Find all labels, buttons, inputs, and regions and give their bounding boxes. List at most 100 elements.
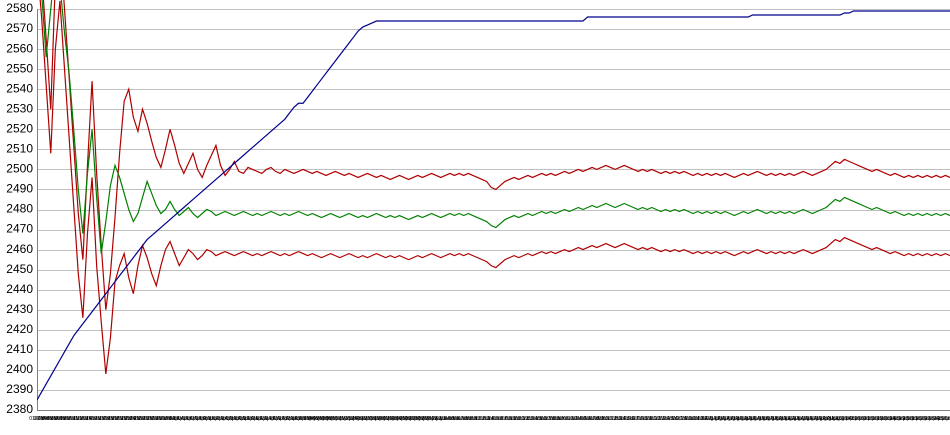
gridlines-group <box>37 9 950 411</box>
y-axis-tick-label: 2480 <box>6 202 33 216</box>
x-axis-tick-label: 09/Jul <box>598 416 611 422</box>
x-axis-tick-label: 14/Sep <box>890 416 906 422</box>
x-axis-tick-label: 08/Apr <box>196 416 211 422</box>
x-axis-tick-label: 23/Mar <box>125 416 141 422</box>
y-axis-tick-label: 2390 <box>6 382 33 396</box>
x-axis-tick-label: 12/Jun <box>479 416 494 422</box>
x-axis-tick-label: 12/Mar <box>77 416 93 422</box>
x-axis-tick-label: 16/Sep <box>898 416 914 422</box>
x-axis-tick-label: 01/Sep <box>833 416 849 422</box>
x-axis-tick-label: 04/Jul <box>576 416 589 422</box>
x-axis-tick-label: 01/Jun <box>431 416 446 422</box>
x-axis-tick-label: 13/Jul <box>616 416 629 422</box>
x-axis-tick-label: 17/Mar <box>99 416 115 422</box>
x-axis-tick-label: 31/Aug <box>828 416 844 422</box>
x-axis-tick-label: 14/May <box>352 416 369 422</box>
x-axis-tick-label: 23/Jul <box>659 416 672 422</box>
x-axis-tick-label: 27/Mar <box>143 416 159 422</box>
x-axis-tick-label: 02/Jun <box>436 416 451 422</box>
y-axis-tick-label: 2540 <box>6 81 33 95</box>
x-axis-tick-label: 28/Aug <box>815 416 831 422</box>
x-axis-tick-label: 12/Jul <box>611 416 624 422</box>
x-axis-tick-label: 31/Mar <box>160 416 176 422</box>
x-axis-tick-label: 17/Jun <box>501 416 516 422</box>
x-axis-tick-label: 02/Jul <box>568 416 581 422</box>
x-axis-tick-label: 17/Apr <box>235 416 250 422</box>
x-axis-tick-label: 18/Jun <box>506 416 521 422</box>
x-axis-tick-label: 14/Jul <box>620 416 633 422</box>
y-axis-tick-label: 2440 <box>6 282 33 296</box>
x-axis-tick-label: 24/Sep <box>933 416 949 422</box>
x-axis-tick-label: 10/Jun <box>471 416 486 422</box>
x-axis-tick-label: 06/Mar <box>51 416 67 422</box>
y-axis-tick-label: 2500 <box>6 162 33 176</box>
x-axis-tick-label: 08/Jul <box>594 416 607 422</box>
x-axis-tick-label: 27/Jul <box>677 416 690 422</box>
x-axis-tick-label: 24/Apr <box>266 416 281 422</box>
x-axis-tick-label: 09/Aug <box>732 416 748 422</box>
x-axis-tick-label: 20/Jun <box>514 416 529 422</box>
y-axis-tick-label: 2530 <box>6 101 33 115</box>
x-axis-tick-label: 24/Jul <box>664 416 677 422</box>
x-axis-tick-label: 25/Mar <box>134 416 150 422</box>
x-axis-tick-label: 04/Mar <box>42 416 58 422</box>
x-axis-tick-label: 09/Sep <box>868 416 884 422</box>
x-axis-tick-label: 16/Jun <box>497 416 512 422</box>
x-axis-tick-label: 15/Mar <box>90 416 106 422</box>
y-axis-tick-label: 2560 <box>6 41 33 55</box>
x-axis-tick-label: 06/Apr <box>187 416 202 422</box>
x-axis-tick-label: 15/Jul <box>624 416 637 422</box>
x-axis-tick-label: 10/Sep <box>872 416 888 422</box>
x-axis-tick-label: 06/Sep <box>855 416 871 422</box>
x-axis-tick-label: 16/Apr <box>231 416 246 422</box>
x-axis-tick-label: 25/May <box>400 416 417 422</box>
x-axis-tick-label: 13/Aug <box>750 416 766 422</box>
x-axis-tick-label: 21/Jun <box>519 416 534 422</box>
x-axis-tick-label: 08/Mar <box>60 416 76 422</box>
x-axis-tick-label: 28/Jul <box>681 416 694 422</box>
x-axis-tick-label: 15/Jun <box>493 416 508 422</box>
x-axis-tick-label: 02/May <box>300 416 317 422</box>
y-axis-tick-label: 2420 <box>6 322 33 336</box>
x-axis-tick-label: 05/Apr <box>183 416 198 422</box>
x-axis-tick-label: 10/Jul <box>603 416 616 422</box>
x-axis-tick-label: 10/May <box>335 416 352 422</box>
x-axis-tick-label: 18/Jul <box>638 416 651 422</box>
x-axis-tick-label: 21/Sep <box>920 416 936 422</box>
x-axis-tick-label: 01/Apr <box>165 416 180 422</box>
x-axis-tick-label: 08/Sep <box>863 416 879 422</box>
x-axis-tick-label: 19/Mar <box>108 416 124 422</box>
x-axis-tick-label: 19/May <box>374 416 391 422</box>
x-axis-tick-label: 26/Apr <box>274 416 289 422</box>
x-axis-tick-label: 20/Jul <box>646 416 659 422</box>
x-axis-tick-label: 08/May <box>326 416 343 422</box>
x-axis-tick-label: 21/Apr <box>252 416 267 422</box>
y-axis-tick-label: 2400 <box>6 362 33 376</box>
x-axis-tick-label: 25/Jul <box>668 416 681 422</box>
x-axis-tick-label: 19/Jun <box>510 416 525 422</box>
y-axis-tick-label: 2470 <box>6 222 33 236</box>
x-axis-tick-label: 16/May <box>361 416 378 422</box>
x-axis-tick-label: 15/Aug <box>759 416 775 422</box>
x-axis-tick-label: 15/Apr <box>226 416 241 422</box>
x-axis-tick-label: 24/Jun <box>532 416 547 422</box>
x-axis-tick-label: 17/May <box>365 416 382 422</box>
x-axis-tick-label: 26/Sep <box>942 416 950 422</box>
x-axis-tick-label: 11/May <box>339 416 356 422</box>
x-axis-tick-label: 01/Aug <box>697 416 713 422</box>
axis-lines-group <box>37 9 950 411</box>
x-axis-tick-label: 09/May <box>330 416 347 422</box>
x-axis-tick-label: 10/Apr <box>204 416 219 422</box>
x-axis-tick-label: 28/Apr <box>283 416 298 422</box>
x-axis-tick-label: 01/May <box>295 416 312 422</box>
x-axis-tick-label: 07/May <box>321 416 338 422</box>
x-axis-tick-label: 27/Apr <box>279 416 294 422</box>
x-axis-tick-label: 20/Sep <box>916 416 932 422</box>
x-axis-tick-label: 07/Jul <box>589 416 602 422</box>
x-axis-tick-label: 14/Mar <box>86 416 102 422</box>
x-axis-tick-label: 12/Aug <box>745 416 761 422</box>
x-axis-tick-label: 26/Jul <box>672 416 685 422</box>
x-axis-tick-label: 05/Mar <box>47 416 63 422</box>
x-axis-tick-label: 20/Apr <box>248 416 263 422</box>
series-line-mid-band <box>41 0 950 254</box>
